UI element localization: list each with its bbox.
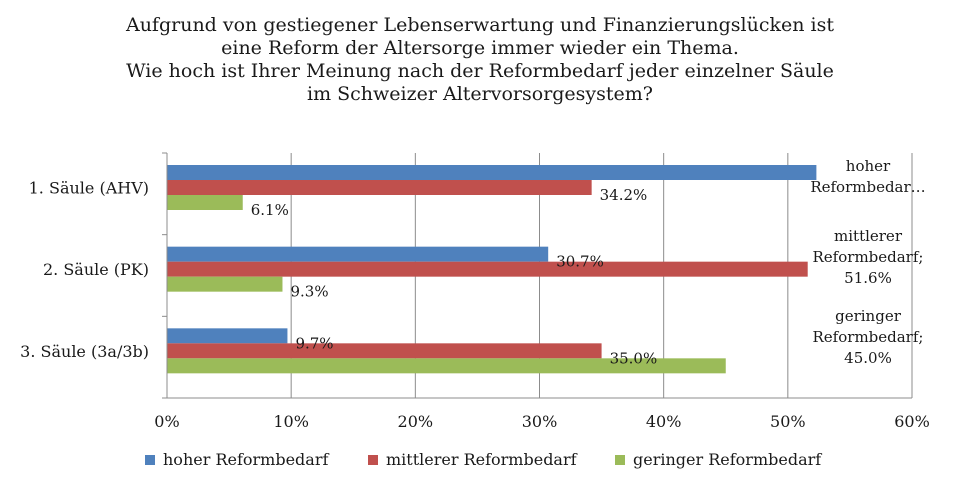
data-label: 6.1%: [251, 201, 289, 219]
category-label: 2. Säule (PK): [43, 260, 149, 279]
bar: [167, 343, 602, 359]
bar: [167, 328, 288, 344]
x-tick-label: 10%: [273, 412, 309, 431]
x-tick-label: 20%: [398, 412, 434, 431]
chart-title-line: im Schweizer Altervorsorgesystem?: [307, 83, 653, 105]
x-tick-label: 40%: [646, 412, 682, 431]
data-labels: 34.2% 6.1% 30.7% 9.3% 9.7% 35.0%: [251, 186, 657, 367]
bars: [167, 165, 817, 374]
category-label: 1. Säule (AHV): [29, 179, 149, 198]
x-tick-label: 50%: [770, 412, 806, 431]
bar: [167, 358, 726, 374]
bar: [167, 261, 808, 277]
chart-title-line: eine Reform der Altersorge immer wieder …: [221, 37, 739, 59]
chart-title-line: Wie hoch ist Ihrer Meinung nach der Refo…: [126, 60, 834, 82]
x-tick-label: 30%: [522, 412, 558, 431]
chart-title: Aufgrund von gestiegener Lebenserwartung…: [0, 14, 960, 106]
annotation-label: Reformbedarf;: [813, 328, 924, 346]
annotations: hoher Reformbedar… mittlerer Reformbedarf; 5…: [810, 157, 925, 367]
category-label: 3. Säule (3a/3b): [20, 342, 149, 361]
annotation-label: Reformbedarf;: [813, 248, 924, 266]
annotation-label: 45.0%: [844, 349, 892, 367]
axes: 0% 10% 20% 30% 40% 50% 60% 1. Säule (AHV) 2. Säu…: [20, 152, 930, 431]
x-tick-label: 60%: [894, 412, 930, 431]
legend-item-geringer: geringer Reformbedarf: [615, 450, 821, 469]
legend-label: geringer Reformbedarf: [633, 450, 822, 469]
data-label: 35.0%: [610, 349, 658, 367]
data-label: 9.7%: [295, 334, 333, 352]
legend: hoher Reformbedarf mittlerer Reformbedar…: [0, 450, 960, 474]
data-label: 34.2%: [600, 186, 648, 204]
legend-label: mittlerer Reformbedarf: [386, 450, 577, 469]
legend-label: hoher Reformbedarf: [163, 450, 329, 469]
data-label: 9.3%: [290, 283, 328, 301]
x-tick-label: 0%: [154, 412, 179, 431]
legend-swatch: [615, 454, 625, 465]
bar: [167, 276, 283, 292]
legend-item-mittlerer: mittlerer Reformbedarf: [368, 450, 577, 469]
bar: [167, 195, 243, 210]
legend-item-hoher: hoher Reformbedarf: [145, 450, 328, 469]
chart-title-line: Aufgrund von gestiegener Lebenserwartung…: [125, 14, 835, 36]
annotation-label: Reformbedar…: [810, 178, 925, 196]
legend-swatch: [145, 454, 155, 465]
legend-swatch: [368, 454, 378, 465]
annotation-label: geringer: [835, 307, 902, 325]
bar: [167, 180, 592, 195]
data-label: 30.7%: [556, 253, 604, 271]
bar: [167, 246, 549, 262]
bar: [167, 165, 817, 180]
annotation-label: hoher: [846, 157, 891, 175]
annotation-label: 51.6%: [844, 269, 892, 287]
annotation-label: mittlerer: [834, 227, 903, 245]
